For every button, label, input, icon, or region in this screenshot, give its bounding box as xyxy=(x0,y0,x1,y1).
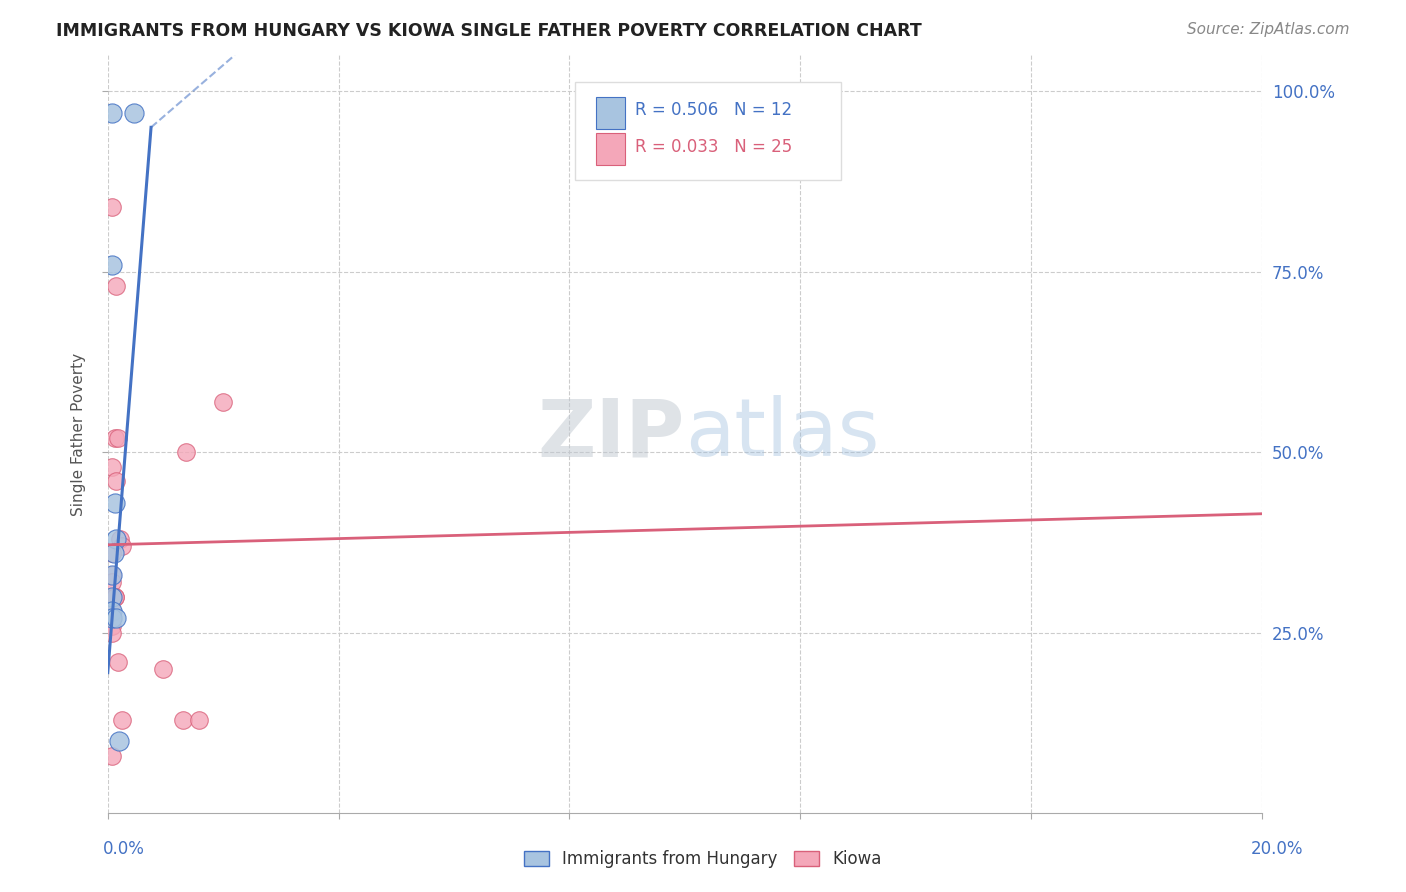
Point xyxy=(110,532,132,546)
Legend: Immigrants from Hungary, Kiowa: Immigrants from Hungary, Kiowa xyxy=(517,844,889,875)
Text: ZIP: ZIP xyxy=(537,395,685,474)
Point xyxy=(111,539,134,553)
Text: Source: ZipAtlas.com: Source: ZipAtlas.com xyxy=(1187,22,1350,37)
Point xyxy=(172,713,194,727)
Point xyxy=(107,431,129,445)
Text: atlas: atlas xyxy=(685,395,879,474)
Point xyxy=(101,590,124,604)
Point xyxy=(105,475,128,489)
FancyBboxPatch shape xyxy=(596,133,624,165)
Point xyxy=(105,532,128,546)
Point xyxy=(107,655,129,669)
Point xyxy=(103,546,125,560)
Point xyxy=(101,258,124,272)
Point xyxy=(174,445,197,459)
Point xyxy=(188,713,211,727)
Text: 20.0%: 20.0% xyxy=(1251,840,1303,858)
Point xyxy=(152,662,174,676)
Point xyxy=(101,575,124,590)
Point xyxy=(101,568,124,582)
Point xyxy=(122,106,145,120)
Point xyxy=(101,568,124,582)
Point xyxy=(101,611,124,625)
Point xyxy=(101,200,124,214)
Point xyxy=(104,496,127,510)
Text: R = 0.033   N = 25: R = 0.033 N = 25 xyxy=(636,138,793,156)
Point xyxy=(101,604,124,618)
Point xyxy=(101,611,124,625)
Text: R = 0.506   N = 12: R = 0.506 N = 12 xyxy=(636,102,793,120)
Point xyxy=(101,546,124,560)
Point xyxy=(104,590,127,604)
Text: 0.0%: 0.0% xyxy=(103,840,145,858)
Point xyxy=(101,106,124,120)
Text: IMMIGRANTS FROM HUNGARY VS KIOWA SINGLE FATHER POVERTY CORRELATION CHART: IMMIGRANTS FROM HUNGARY VS KIOWA SINGLE … xyxy=(56,22,922,40)
Point xyxy=(108,734,131,748)
Y-axis label: Single Father Poverty: Single Father Poverty xyxy=(72,352,86,516)
FancyBboxPatch shape xyxy=(596,97,624,128)
Point xyxy=(105,611,128,625)
Point xyxy=(105,279,128,293)
Point xyxy=(101,748,124,763)
Point xyxy=(212,394,235,409)
FancyBboxPatch shape xyxy=(575,82,841,180)
Point xyxy=(101,604,124,618)
Point xyxy=(101,626,124,640)
Point xyxy=(101,618,124,632)
Point xyxy=(111,713,134,727)
Point xyxy=(104,590,127,604)
Point xyxy=(101,459,124,474)
Point xyxy=(104,431,127,445)
